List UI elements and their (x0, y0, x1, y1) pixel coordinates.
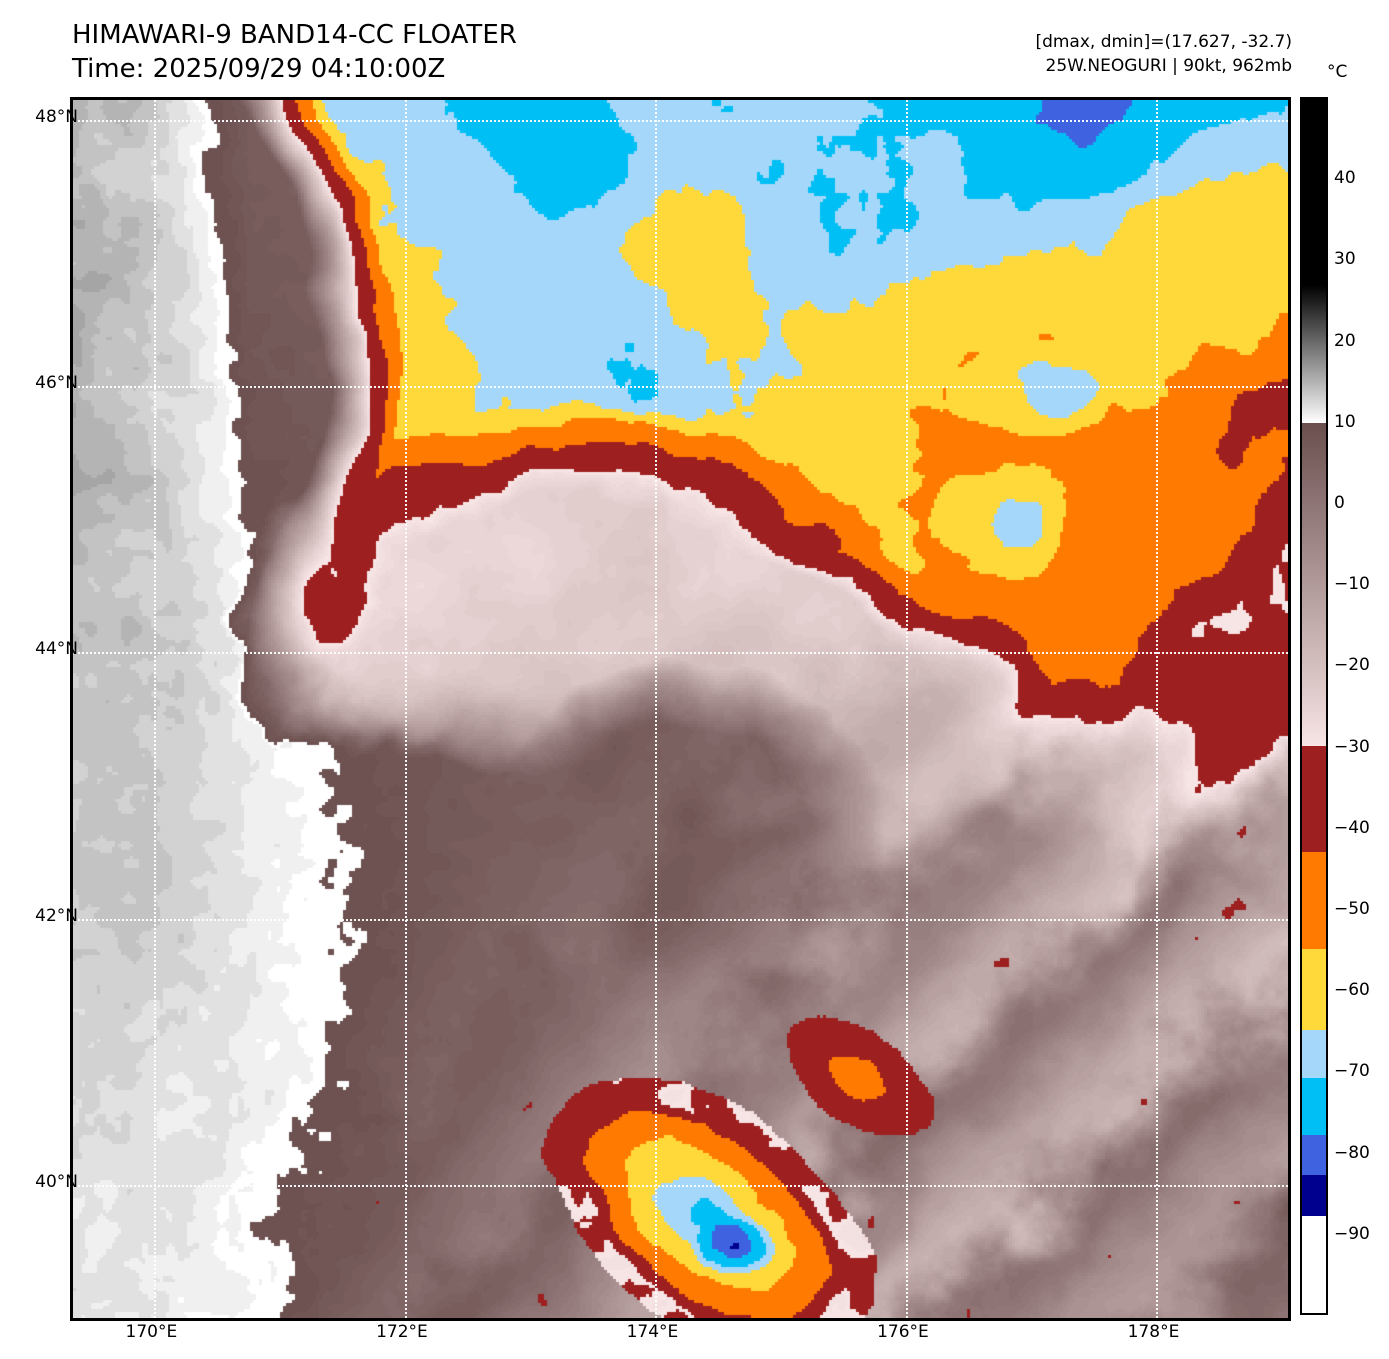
lon-tick-label-0: 170°E (125, 1322, 178, 1342)
colorbar-tick-5: −10 (1334, 574, 1370, 595)
page-title: HIMAWARI-9 BAND14-CC FLOATER (72, 20, 517, 50)
lat-tick-label-0: 48°N (35, 106, 78, 127)
colorbar-segment-0 (1302, 99, 1326, 286)
temperature-colorbar[interactable] (1300, 97, 1328, 1315)
header-title-block: HIMAWARI-9 BAND14-CC FLOATER Time: 2025/… (72, 18, 517, 86)
colorbar-segment-3 (1302, 422, 1326, 747)
lon-tick-label-3: 176°E (877, 1322, 929, 1342)
lon-tick-label-2: 174°E (626, 1322, 679, 1342)
colorbar-tick-labels: 40 30 20 10 0 −10 −20 −30 −40 −50 −60 −70 −80 −90 (1334, 97, 1389, 1315)
lon-tick-label-4: 178°E (1127, 1322, 1180, 1342)
colorbar-segment-7 (1302, 851, 1326, 949)
colorbar-segment-5 (1302, 746, 1326, 852)
colorbar-tick-6: −20 (1334, 655, 1370, 676)
colorbar-segment-13 (1302, 1078, 1326, 1135)
colorbar-tick-9: −50 (1334, 899, 1370, 919)
colorbar-tick-0: 40 (1334, 168, 1356, 189)
colorbar-tick-11: −70 (1334, 1061, 1370, 1082)
colorbar-tick-8: −40 (1334, 817, 1370, 838)
lat-tick-label-4: 40°N (35, 1171, 78, 1192)
colorbar-tick-13: −90 (1334, 1223, 1370, 1244)
colorbar-tick-10: −60 (1334, 980, 1370, 1001)
colorbar-segment-17 (1302, 1175, 1326, 1216)
storm-info: 25W.NEOGURI | 90kt, 962mb (1045, 56, 1292, 76)
colorbar-segment-15 (1302, 1134, 1326, 1176)
satellite-image-plot[interactable]: Copyright © 2020-2025 Dapiya (70, 97, 1291, 1321)
colorbar-tick-7: −30 (1334, 736, 1370, 757)
colorbar-tick-3: 10 (1334, 411, 1356, 432)
colorbar-segment-9 (1302, 948, 1326, 1030)
lon-tick-label-1: 172°E (376, 1322, 428, 1342)
colorbar-tick-1: 30 (1334, 249, 1356, 270)
colorbar-segment-19 (1302, 1215, 1326, 1313)
colorbar-tick-12: −80 (1334, 1142, 1370, 1163)
header-meta-block: [dmax, dmin]=(17.627, -32.7) 25W.NEOGURI… (1035, 30, 1292, 78)
lat-tick-label-1: 46°N (35, 373, 78, 394)
lat-tick-label-2: 44°N (35, 639, 78, 660)
colorbar-tick-4: 0 (1334, 493, 1345, 513)
timestamp: Time: 2025/09/29 04:10:00Z (72, 54, 446, 84)
satellite-imagery-canvas (73, 100, 1288, 1318)
dmax-dmin-readout: [dmax, dmin]=(17.627, -32.7) (1035, 32, 1292, 52)
colorbar-unit-label: °C (1327, 62, 1348, 82)
colorbar-segment-1 (1302, 285, 1326, 423)
lat-tick-label-3: 42°N (35, 905, 78, 926)
colorbar-tick-2: 20 (1334, 330, 1356, 351)
colorbar-segment-11 (1302, 1029, 1326, 1079)
